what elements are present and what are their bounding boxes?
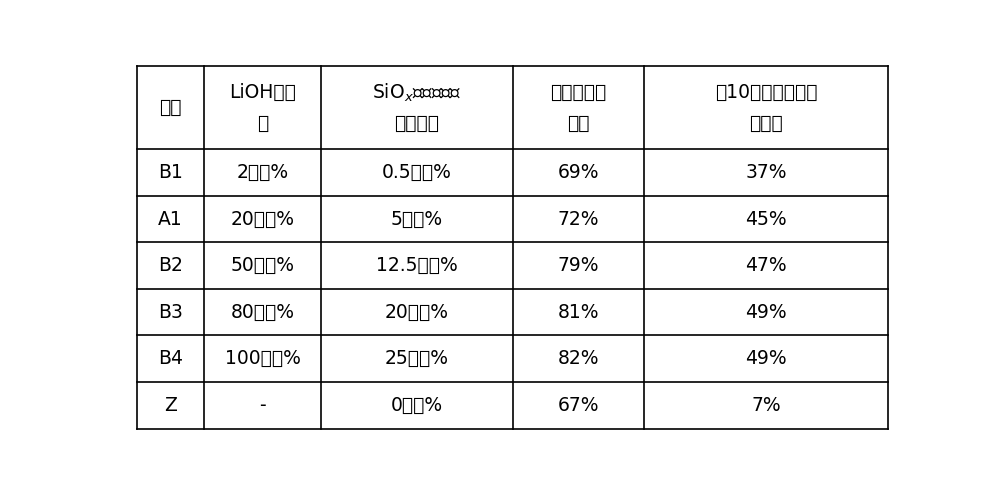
Text: A1: A1 <box>158 210 183 229</box>
Text: -: - <box>259 396 266 415</box>
Text: 12.5摩尔%: 12.5摩尔% <box>376 256 458 275</box>
Text: 初次充放电: 初次充放电 <box>550 83 606 102</box>
Text: 20摩尔%: 20摩尔% <box>231 210 295 229</box>
Text: 5摩尔%: 5摩尔% <box>391 210 443 229</box>
Text: 维持率: 维持率 <box>749 114 783 132</box>
Text: Z: Z <box>164 396 177 415</box>
Text: B4: B4 <box>158 349 183 368</box>
Text: 81%: 81% <box>558 303 599 322</box>
Text: 25摩尔%: 25摩尔% <box>385 349 449 368</box>
Text: 80摩尔%: 80摩尔% <box>231 303 295 322</box>
Text: 7%: 7% <box>751 396 781 415</box>
Text: LiOH添加: LiOH添加 <box>229 83 296 102</box>
Text: 79%: 79% <box>558 256 599 275</box>
Text: 20摩尔%: 20摩尔% <box>385 303 449 322</box>
Text: B2: B2 <box>158 256 183 275</box>
Text: 47%: 47% <box>745 256 787 275</box>
Text: SiO$_x$中的硅酸锂: SiO$_x$中的硅酸锂 <box>372 82 461 104</box>
Text: 72%: 72% <box>558 210 599 229</box>
Text: 第10次循环的容量: 第10次循环的容量 <box>715 83 817 102</box>
Text: 效率: 效率 <box>567 114 590 132</box>
Text: 0摩尔%: 0摩尔% <box>391 396 443 415</box>
Text: 67%: 67% <box>558 396 599 415</box>
Text: 2摩尔%: 2摩尔% <box>236 163 289 182</box>
Text: B3: B3 <box>158 303 183 322</box>
Text: 相的比率: 相的比率 <box>394 114 439 132</box>
Text: 50摩尔%: 50摩尔% <box>231 256 295 275</box>
Text: 49%: 49% <box>745 303 787 322</box>
Text: 82%: 82% <box>558 349 599 368</box>
Text: 37%: 37% <box>745 163 787 182</box>
Text: 电池: 电池 <box>159 98 182 117</box>
Text: 49%: 49% <box>745 349 787 368</box>
Text: 量: 量 <box>257 114 268 132</box>
Text: 69%: 69% <box>558 163 599 182</box>
Text: 0.5摩尔%: 0.5摩尔% <box>382 163 452 182</box>
Text: 100摩尔%: 100摩尔% <box>225 349 300 368</box>
Text: B1: B1 <box>158 163 183 182</box>
Text: 45%: 45% <box>745 210 787 229</box>
